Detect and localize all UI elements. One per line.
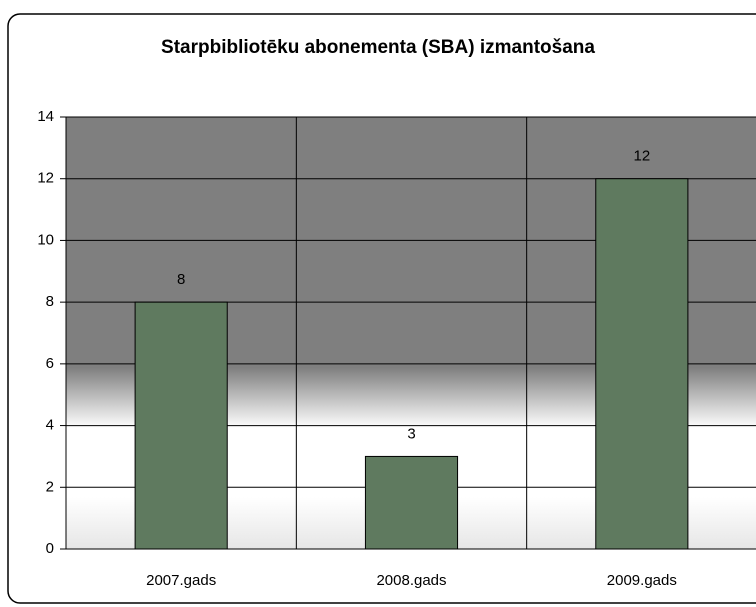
y-tick-label: 10 — [37, 231, 54, 248]
data-label: 8 — [177, 271, 185, 288]
bar — [595, 178, 689, 550]
data-label: 12 — [633, 148, 650, 165]
y-tick-label: 8 — [46, 293, 54, 310]
x-tick-label: 2009.gads — [607, 572, 677, 589]
bar — [364, 455, 459, 550]
data-label: 3 — [407, 425, 415, 442]
y-tick-label: 0 — [46, 540, 54, 557]
y-tick-label: 12 — [37, 170, 54, 187]
x-tick-label: 2007.gads — [146, 572, 216, 589]
x-tick-label: 2008.gads — [376, 572, 446, 589]
chart-title: Starpbibliotēku abonementa (SBA) izmanto… — [161, 37, 595, 58]
bar — [134, 301, 228, 550]
y-tick-label: 2 — [46, 478, 54, 495]
y-tick-label: 6 — [46, 355, 54, 372]
y-tick-label: 4 — [46, 417, 54, 434]
y-tick-label: 14 — [37, 108, 54, 125]
